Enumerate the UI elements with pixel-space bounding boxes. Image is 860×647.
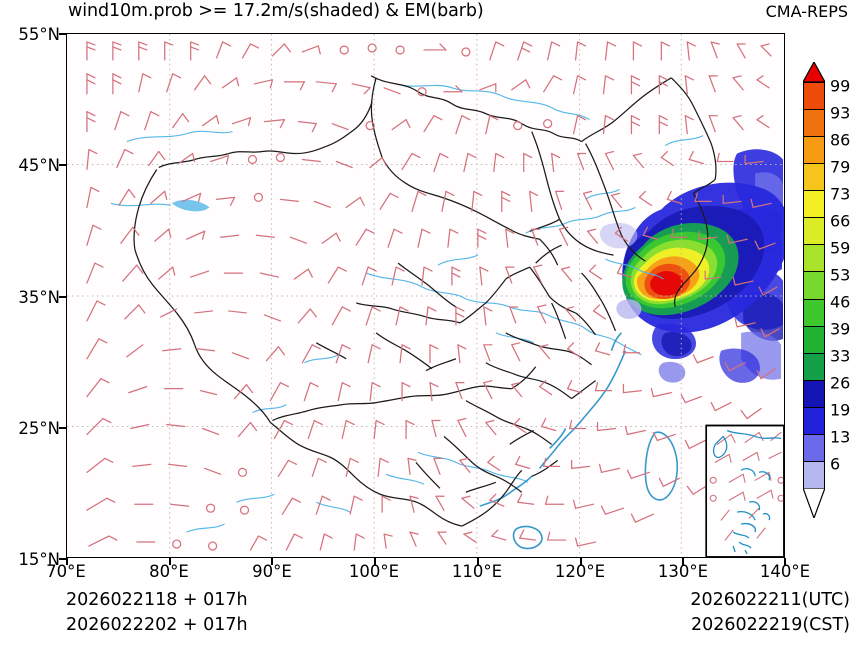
colorbar-segment [804,218,824,246]
colorbar-tick-26: 26 [830,373,851,393]
colorbar-segment [804,434,824,462]
colorbar-segment [804,110,824,138]
border-layer [133,75,717,527]
x-tick-label-100e: 100°E [348,562,400,581]
x-tick-mark [169,558,171,565]
colorbar-tick-39: 39 [830,319,851,339]
colorbar-tick-93: 93 [830,103,851,123]
model-label: CMA-REPS [765,2,848,21]
y-tick-label-35n: 35°N [18,288,60,307]
colorbar-segment [804,191,824,219]
x-tick-label-80e: 80°E [149,562,189,581]
valid-time-utc: 2026022211(UTC) [690,590,850,610]
x-tick-mark [580,558,582,565]
colorbar-tick-46: 46 [830,292,851,312]
x-tick-mark [477,558,479,565]
colorbar-tick-99: 99 [830,76,851,96]
x-tick-mark [271,558,273,565]
colorbar-tick-73: 73 [830,184,851,204]
x-tick-mark [374,558,376,565]
colorbar-tick-66: 66 [830,211,851,231]
colorbar-segment [804,461,824,489]
colorbar-bottom-arrow [803,488,825,518]
y-tick-mark [59,296,66,298]
river-layer [110,83,704,533]
y-tick-label-15n: 15°N [18,550,60,569]
y-tick-label-55n: 55°N [18,25,60,44]
map-canvas [67,34,784,557]
x-tick-label-140e: 140°E [759,562,811,581]
x-tick-label-130e: 130°E [657,562,709,581]
colorbar-segment [804,326,824,354]
y-tick-label-25n: 25°N [18,419,60,438]
coastline-detail [479,332,679,550]
colorbar-tick-33: 33 [830,346,851,366]
colorbar-segment [804,353,824,381]
colorbar-tick-59: 59 [830,238,851,258]
x-tick-label-70e: 70°E [46,562,86,581]
x-tick-label-120e: 120°E [554,562,606,581]
colorbar-tick-6: 6 [830,454,841,474]
y-tick-mark [59,427,66,429]
y-tick-mark [59,558,66,560]
x-tick-mark [784,558,786,565]
colorbar-segment [804,83,824,111]
y-tick-mark [59,33,66,35]
map-panel[interactable]: No: GS (2019) 1786 [66,33,785,558]
colorbar-segment [804,380,824,408]
y-tick-mark [59,164,66,166]
colorbar-segments [803,82,825,489]
colorbar-tick-79: 79 [830,157,851,177]
wind-barb-layer [86,41,780,551]
colorbar-tick-19: 19 [830,400,851,420]
colorbar-segment [804,137,824,165]
init-time-cst: 2026022202 + 017h [66,615,248,635]
colorbar-segment [804,407,824,435]
colorbar-segment [804,164,824,192]
page-title: wind10m.prob >= 17.2m/s(shaded) & EM(bar… [68,1,484,21]
x-tick-mark [682,558,684,565]
colorbar-segment [804,272,824,300]
init-time-utc: 2026022118 + 017h [66,590,248,610]
colorbar-segment [804,299,824,327]
colorbar-tick-13: 13 [830,427,851,447]
colorbar-top-arrow [803,62,825,82]
colorbar-segment [804,245,824,273]
x-tick-label-90e: 90°E [252,562,292,581]
valid-time-cst: 2026022219(CST) [690,615,850,635]
y-tick-label-45n: 45°N [18,156,60,175]
colorbar-tick-86: 86 [830,130,851,150]
inset-map [705,424,784,557]
x-tick-label-110e: 110°E [451,562,503,581]
x-tick-mark [66,558,68,565]
colorbar-tick-53: 53 [830,265,851,285]
